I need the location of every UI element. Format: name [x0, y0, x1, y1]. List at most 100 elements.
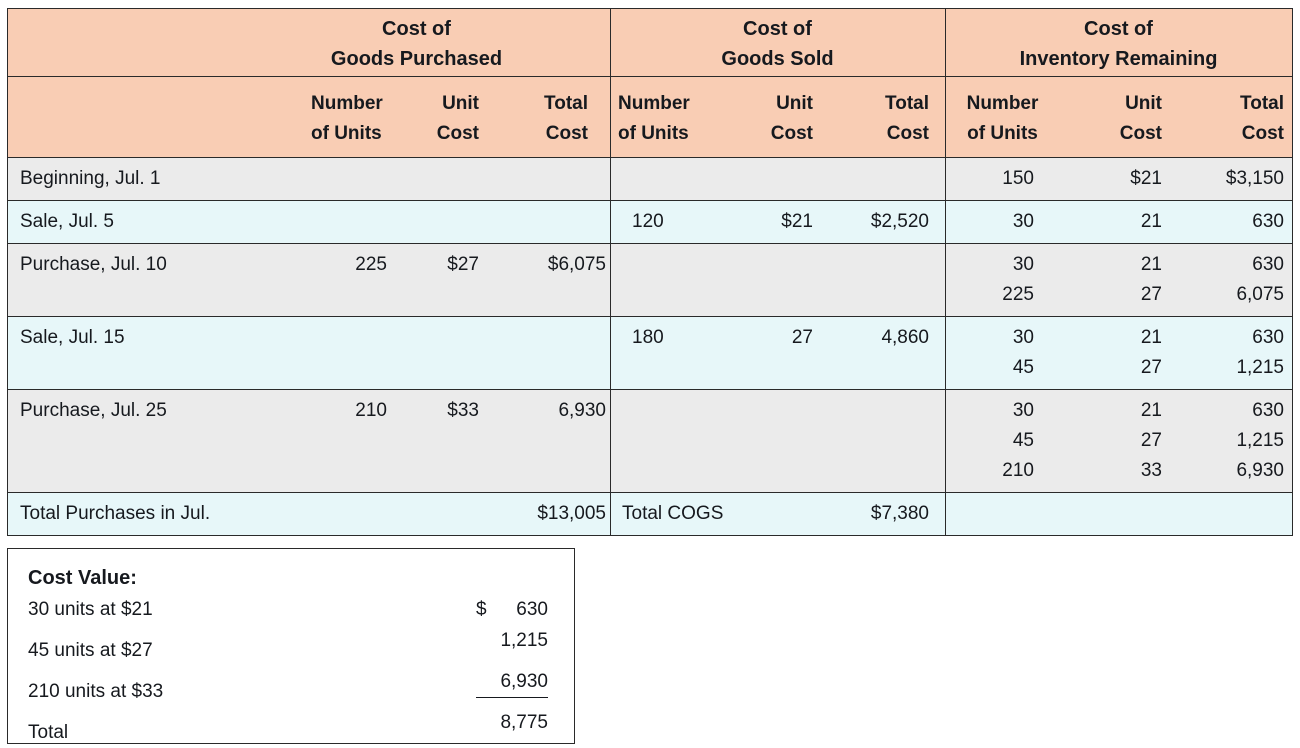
fifo-perpetual-table: Cost of Goods Purchased Cost of Goods So…: [7, 8, 1293, 536]
col-header-purchased-number-of-units: Number of Units: [303, 77, 403, 157]
value-line: $2,520: [870, 211, 929, 232]
value-line: 210: [355, 400, 387, 421]
row-label: Beginning, Jul. 1: [20, 168, 161, 189]
remaining-units-cell: 30 45: [945, 317, 1060, 389]
value-line: $33: [447, 400, 479, 421]
value-line: 27: [1140, 357, 1162, 378]
value-line: $6,075: [547, 254, 606, 275]
cost-value-line: 210 units at $33 6,930: [28, 666, 548, 707]
value-line: Cost: [1119, 123, 1162, 144]
amount-value: 8,775: [500, 712, 548, 733]
value-line: Number: [966, 93, 1039, 114]
value-line: 180: [632, 327, 664, 348]
value-line: Unit: [776, 93, 813, 114]
value-line: Number: [311, 93, 383, 114]
value-line: 30: [1012, 211, 1034, 232]
row-label: Purchase, Jul. 10: [20, 254, 167, 275]
value-line: 45: [1012, 357, 1034, 378]
cost-value-line: 45 units at $27 1,215: [28, 625, 548, 666]
cost-value-title: Cost Value:: [28, 567, 137, 589]
value-line: Cost of: [382, 18, 451, 40]
row-label: Purchase, Jul. 25: [20, 400, 167, 421]
value-line: Total: [885, 93, 929, 114]
purchased-unit-cost-cell: $27: [403, 244, 493, 316]
value-line: 30: [1012, 400, 1034, 421]
remaining-units-cell: 30 45 210: [945, 390, 1060, 492]
cost-value-label: 45 units at $27: [28, 640, 153, 661]
amount-value: 6,930: [500, 671, 548, 692]
cogs-total-cost-cell: 4,860: [825, 317, 945, 389]
value-line: 150: [1002, 168, 1034, 189]
value-line: 4,860: [881, 327, 929, 348]
purchased-unit-cost-cell: $33: [403, 390, 493, 492]
value-line: Total: [1240, 93, 1284, 114]
value-line: Total: [544, 93, 588, 114]
row-beginning-jul-1: Beginning, Jul. 1 150 $21 $3,150: [8, 157, 1292, 200]
remaining-unit-cost-cell: $21: [1060, 158, 1170, 200]
row-sale-jul-5: Sale, Jul. 5 120 $21 $2,520 30 21 630: [8, 200, 1292, 243]
value-line: $21: [1130, 168, 1162, 189]
value-line: Inventory Remaining: [1019, 48, 1218, 70]
value-line: 630: [1252, 400, 1284, 421]
value-line: Cost: [1241, 123, 1284, 144]
value-line: 6,930: [1236, 460, 1284, 481]
total-cogs-value: $7,380: [870, 503, 929, 524]
value-line: of Units: [967, 123, 1038, 144]
value-line: 33: [1140, 460, 1162, 481]
value-line: 210: [1002, 460, 1034, 481]
value-line: 1,215: [1236, 357, 1284, 378]
value-line: 1,215: [1236, 430, 1284, 451]
value-line: 630: [1252, 211, 1284, 232]
col-header-cogs-number-of-units: Number of Units: [610, 77, 725, 157]
remaining-unit-cost-cell: 21 27: [1060, 317, 1170, 389]
cost-value-label: 30 units at $21: [28, 599, 153, 620]
purchased-units-cell: 210: [303, 390, 403, 492]
remaining-total-cost-cell: 630 1,215: [1170, 317, 1292, 389]
amount-value: 1,215: [500, 630, 548, 651]
col-header-remaining-number-of-units: Number of Units: [945, 77, 1060, 157]
value-line: 27: [1140, 284, 1162, 305]
purchased-total-cost-cell: $6,075: [493, 244, 610, 316]
purchased-units-cell: 225: [303, 244, 403, 316]
value-line: $21: [781, 211, 813, 232]
value-line: Unit: [1125, 93, 1162, 114]
cogs-total-cost-cell: $2,520: [825, 201, 945, 243]
value-line: 120: [632, 211, 664, 232]
group-title-goods-purchased: Cost of Goods Purchased: [303, 9, 610, 76]
value-line: of Units: [618, 123, 689, 144]
value-line: Cost of: [743, 18, 812, 40]
amount-value: 630: [516, 599, 548, 620]
col-header-purchased-total-cost: Total Cost: [493, 77, 610, 157]
value-line: Cost: [436, 123, 479, 144]
group-title-inventory-remaining: Cost of Inventory Remaining: [945, 9, 1292, 76]
cost-value-line: 30 units at $21 $ 630: [28, 594, 548, 625]
column-header-row: Number of Units Unit Cost Total Cost Num…: [8, 76, 1292, 157]
cost-value-amount: $ 630: [476, 594, 548, 625]
value-line: Cost: [770, 123, 813, 144]
value-line: Cost: [886, 123, 929, 144]
value-line: 27: [791, 327, 813, 348]
value-line: 21: [1140, 400, 1162, 421]
col-header-cogs-total-cost: Total Cost: [825, 77, 945, 157]
remaining-total-cost-cell: 630 1,215 6,930: [1170, 390, 1292, 492]
value-line: Goods Purchased: [330, 48, 503, 70]
total-purchases-label: Total Purchases in Jul.: [20, 503, 211, 524]
value-line: Number: [618, 93, 690, 114]
row-sale-jul-15: Sale, Jul. 15 180 27 4,860 30 45 21 27 6…: [8, 316, 1292, 389]
totals-row: Total Purchases in Jul. $13,005 Total CO…: [8, 492, 1292, 535]
cost-value-total-line: Total 8,775: [28, 707, 548, 748]
purchased-total-cost-cell: 6,930: [493, 390, 610, 492]
value-line: 21: [1140, 327, 1162, 348]
value-line: 6,930: [558, 400, 606, 421]
value-line: $27: [447, 254, 479, 275]
currency-symbol: $: [476, 599, 487, 620]
row-label: Sale, Jul. 5: [20, 211, 114, 232]
col-header-remaining-total-cost: Total Cost: [1170, 77, 1292, 157]
value-line: Unit: [442, 93, 479, 114]
value-line: Goods Sold: [721, 48, 834, 70]
value-line: 30: [1012, 254, 1034, 275]
value-line: Cost of: [1084, 18, 1153, 40]
value-line: 21: [1140, 254, 1162, 275]
remaining-units-cell: 30 225: [945, 244, 1060, 316]
cogs-units-cell: 120: [610, 201, 725, 243]
